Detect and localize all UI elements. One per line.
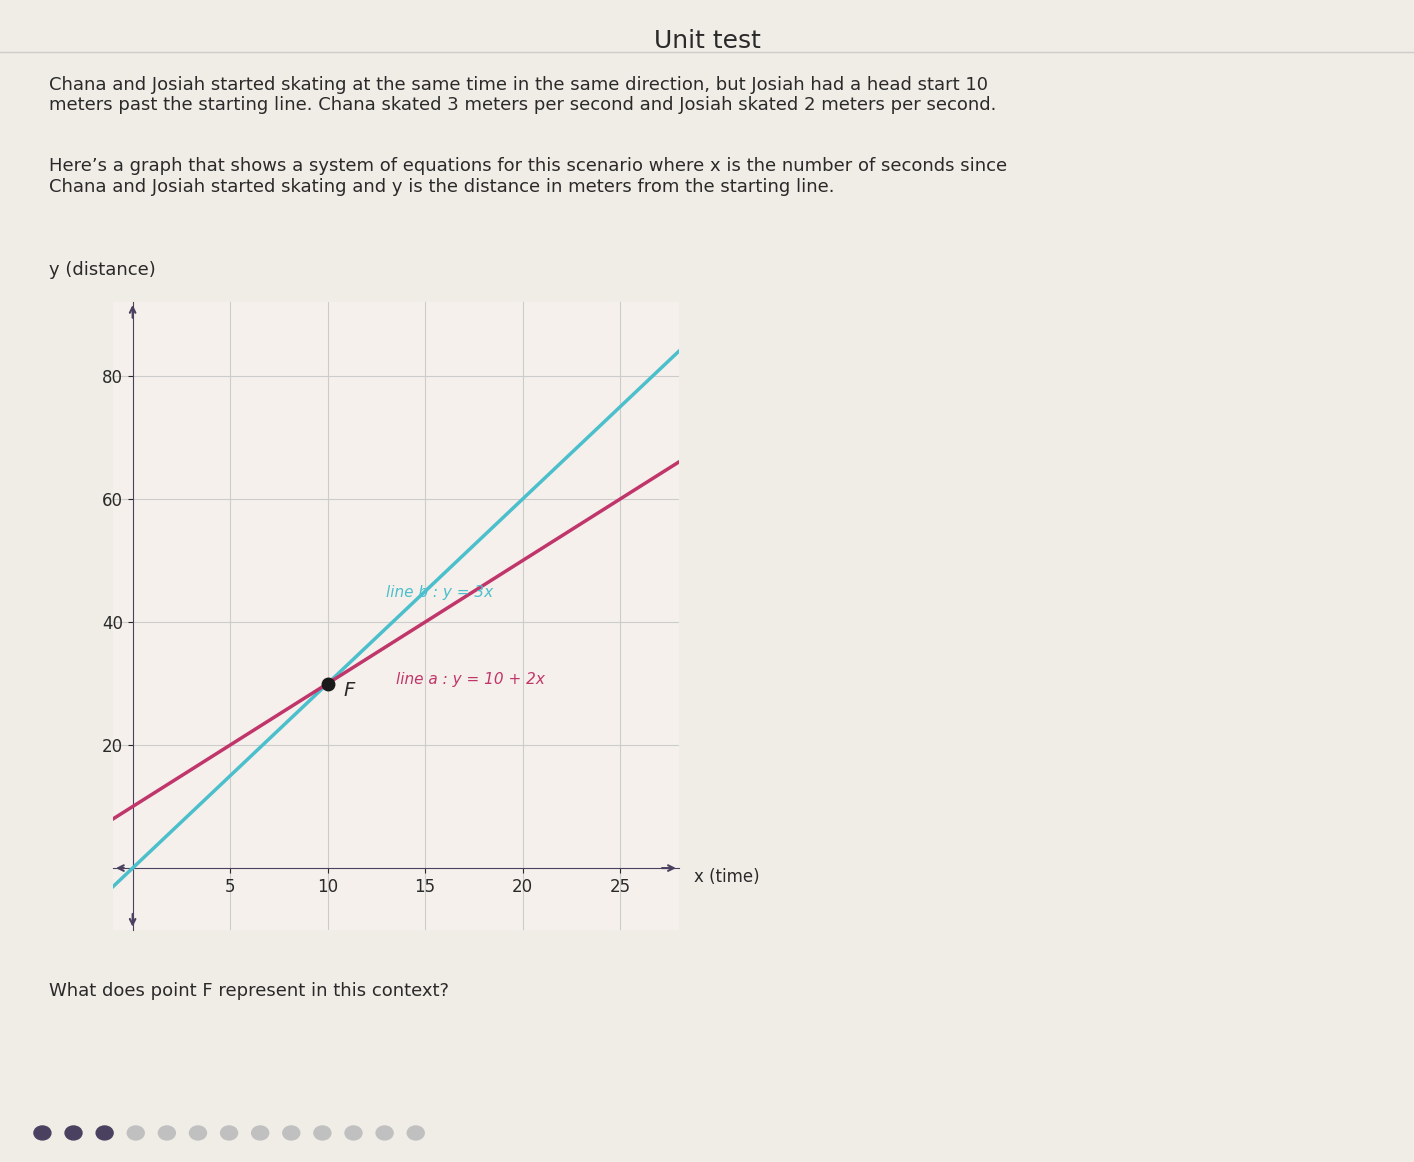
- Text: x (time): x (time): [694, 868, 759, 887]
- Text: y (distance): y (distance): [49, 261, 156, 279]
- Text: Unit test: Unit test: [653, 29, 761, 53]
- Text: line b : y = 3x: line b : y = 3x: [386, 586, 493, 601]
- Text: line a : y = 10 + 2x: line a : y = 10 + 2x: [396, 672, 544, 687]
- Text: F: F: [344, 681, 355, 700]
- Text: Here’s a graph that shows a system of equations for this scenario where x is the: Here’s a graph that shows a system of eq…: [49, 157, 1008, 195]
- Text: Chana and Josiah started skating at the same time in the same direction, but Jos: Chana and Josiah started skating at the …: [49, 76, 997, 114]
- Text: What does point F represent in this context?: What does point F represent in this cont…: [49, 982, 450, 999]
